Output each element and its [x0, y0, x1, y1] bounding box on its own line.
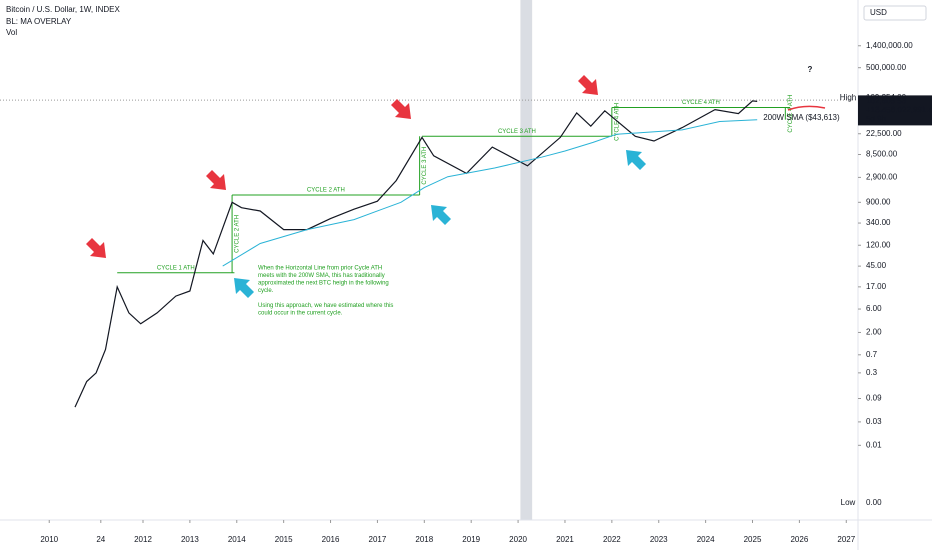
note: When the Horizontal Line from prior Cycl… [258, 266, 382, 272]
y-tick-label: 340.00 [866, 218, 891, 227]
x-tick-label: 2027 [837, 535, 855, 544]
question: ? [808, 65, 813, 74]
y-tick-label: 0.03 [866, 417, 882, 426]
note: approximated the next BTC heigh in the f… [258, 281, 389, 287]
price-text: 102,808.53 [866, 96, 907, 105]
y-tick-label: 1,400,000.00 [866, 41, 913, 50]
x-tick-label: 2022 [603, 535, 621, 544]
x-tick-label: 2010 [40, 535, 58, 544]
x-tick-label: 2015 [275, 535, 293, 544]
highlight-band [520, 0, 533, 520]
level-label: CYCLE 1 ATH [157, 265, 195, 271]
low-value: 0.00 [866, 498, 882, 507]
price-box [858, 95, 932, 126]
series-label: 200W SMA ($43,613) [763, 113, 840, 122]
high-label: High [840, 93, 856, 102]
arrow [86, 238, 106, 258]
vertical-label: CYCLE 4 ATH [788, 95, 794, 133]
y-tick-label: 17.00 [866, 282, 887, 291]
y-tick-label: 0.01 [866, 440, 882, 449]
y-tick-label: 0.7 [866, 350, 878, 359]
y-tick-label: 120.00 [866, 240, 891, 249]
x-tick-label: 2019 [462, 535, 480, 544]
x-tick-label: 2026 [790, 535, 808, 544]
x-tick-label: 2024 [697, 535, 715, 544]
level-label: CYCLE 2 ATH [307, 188, 345, 194]
note: meets with the 200W SMA, this has tradit… [258, 273, 385, 279]
cyan-arrows [234, 150, 646, 298]
currency[interactable]: USD [870, 8, 887, 17]
subtitle: BL: MA OVERLAY [6, 17, 72, 26]
x-tick-label: 2023 [650, 535, 668, 544]
price-line [74, 100, 758, 408]
vertical-label: CYCLE 2 ATH [235, 215, 241, 253]
x-tick-label: 2013 [181, 535, 199, 544]
arrow [578, 75, 598, 95]
arrow [206, 170, 226, 190]
note: Using this approach, we have estimated w… [258, 303, 393, 309]
x-tick-label: 2017 [369, 535, 387, 544]
x-tick-label: 2021 [556, 535, 574, 544]
price-text: +13,458,022,991.42% [866, 105, 932, 114]
x-tick-label: 2012 [134, 535, 152, 544]
y-tick-label: 22,500.00 [866, 129, 902, 138]
y-tick-label: 45.00 [866, 261, 887, 270]
x-tick-label: 2018 [415, 535, 433, 544]
y-tick-label: 0.3 [866, 368, 878, 377]
arrow [626, 150, 646, 170]
y-tick-label: 6.00 [866, 304, 882, 313]
low-label: Low [841, 498, 856, 507]
x-tick-label: 2020 [509, 535, 527, 544]
price-line [222, 119, 758, 267]
y-tick-label: 8,500.00 [866, 150, 898, 159]
level-label: CYCLE 3 ATH [498, 129, 536, 135]
price-text: 5d 9h [866, 114, 886, 123]
note: cycle. [258, 288, 274, 294]
vertical-label: CYCLE 3 ATH [422, 147, 428, 185]
y-tick-label: 500,000.00 [866, 63, 907, 72]
y-tick-label: 0.09 [866, 394, 882, 403]
projection [787, 105, 826, 111]
x-tick-label: 2016 [322, 535, 340, 544]
level-label: CYCLE 4 ATH [682, 100, 720, 106]
red-arrows [86, 75, 598, 258]
y-tick-label: 900.00 [866, 197, 891, 206]
x-tick-label: 2014 [228, 535, 246, 544]
x-tick-label: 24 [96, 535, 105, 544]
x-tick-label: 2025 [744, 535, 762, 544]
arrow [391, 99, 411, 119]
arrow [234, 278, 254, 298]
title: Bitcoin / U.S. Dollar, 1W, INDEX [6, 5, 120, 14]
y-tick-label: 2.00 [866, 328, 882, 337]
volume-label: Vol [6, 28, 17, 37]
arrow [431, 205, 451, 225]
note: could occur in the current cycle. [258, 311, 343, 317]
currency-box[interactable] [863, 5, 927, 21]
y-tick-label: 2,900.00 [866, 173, 898, 182]
